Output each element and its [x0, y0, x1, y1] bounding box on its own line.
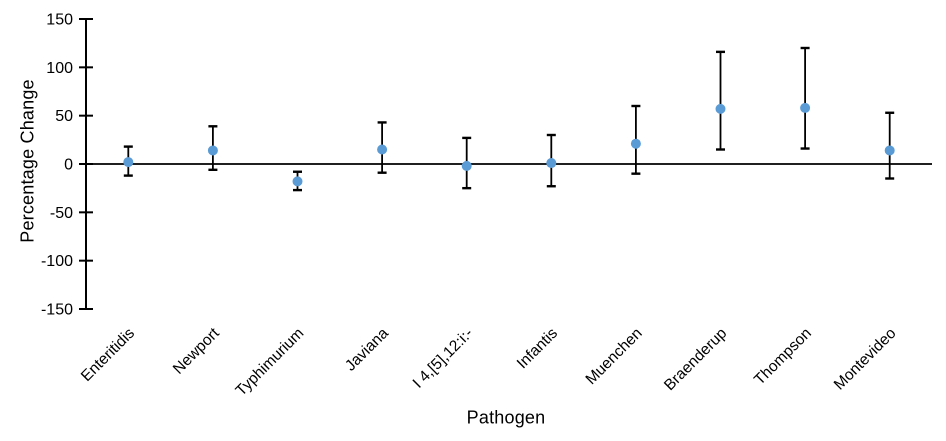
y-tick-label: -150: [41, 302, 73, 319]
data-point-marker: [377, 144, 388, 155]
y-tick-label: -50: [50, 205, 73, 222]
x-axis-title: Pathogen: [466, 407, 546, 428]
y-tick-label: -100: [41, 253, 73, 270]
x-category-label: Montevideo: [831, 325, 900, 394]
x-category-label: I 4,[5],12:i:-: [410, 325, 477, 392]
y-tick-label: 50: [55, 108, 73, 125]
y-tick-label: 100: [46, 60, 73, 77]
x-category-label: Javiana: [342, 325, 392, 375]
x-category-label: Muenchen: [583, 325, 646, 388]
y-tick-label: 150: [46, 12, 73, 29]
data-point-marker: [207, 145, 218, 156]
data-point-marker: [884, 145, 895, 156]
data-point-marker: [800, 102, 811, 113]
data-point-marker: [123, 157, 134, 168]
data-point-marker: [292, 176, 303, 187]
x-category-label: Infantis: [514, 325, 562, 373]
data-point-marker: [461, 160, 472, 171]
x-category-label: Newport: [170, 324, 223, 377]
x-category-label: Enteritidis: [78, 325, 138, 385]
data-point-marker: [715, 103, 726, 114]
x-category-label: Braenderup: [661, 325, 730, 394]
y-axis-title: Percentage Change: [17, 79, 38, 243]
data-point-marker: [630, 138, 641, 149]
x-category-label: Thompson: [751, 325, 815, 389]
data-point-marker: [546, 158, 557, 169]
y-tick-label: 0: [64, 157, 73, 174]
x-category-label: Typhimurium: [233, 325, 308, 400]
